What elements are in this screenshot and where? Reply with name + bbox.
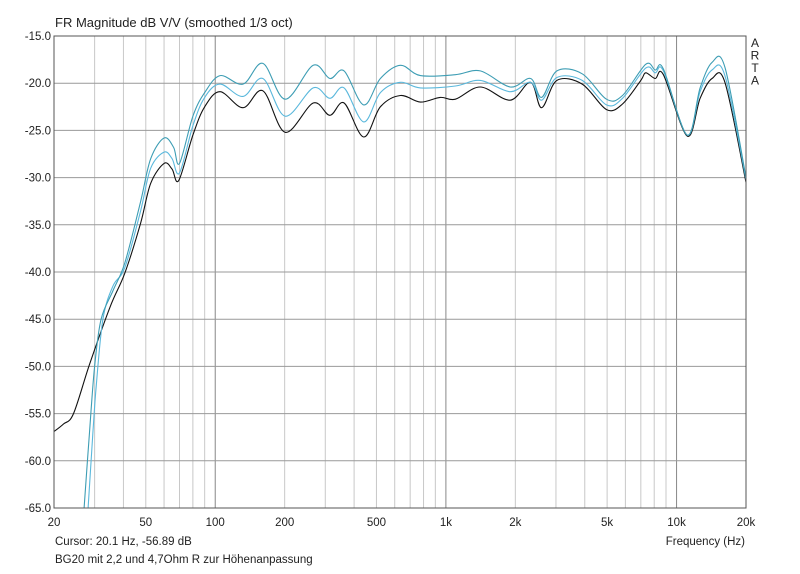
watermark-letter: A — [751, 74, 759, 88]
chart-caption: BG20 mit 2,2 und 4,7Ohm R zur Höhenanpas… — [55, 554, 313, 566]
y-tick-label: -35.0 — [25, 220, 51, 232]
series-line-measurement-black — [54, 70, 746, 432]
chart-title: FR Magnitude dB V/V (smoothed 1/3 oct) — [55, 15, 293, 30]
y-tick-label: -50.0 — [25, 361, 51, 373]
x-tick-label: 2k — [509, 517, 521, 529]
watermark-letter: T — [751, 61, 759, 75]
x-axis-label: Frequency (Hz) — [666, 536, 745, 548]
y-tick-label: -15.0 — [25, 31, 51, 43]
x-tick-label: 20 — [48, 517, 61, 529]
y-tick-label: -40.0 — [25, 267, 51, 279]
curves — [54, 55, 746, 508]
y-tick-label: -20.0 — [25, 78, 51, 90]
y-tick-label: -55.0 — [25, 409, 51, 421]
x-axis: 20 50 100 200 500 1k 2k 5k 10k 20k — [48, 517, 756, 529]
x-tick-label: 5k — [601, 517, 613, 529]
cursor-readout: Cursor: 20.1 Hz, -56.89 dB — [55, 536, 192, 548]
y-tick-label: -30.0 — [25, 173, 51, 185]
x-tick-label: 1k — [440, 517, 452, 529]
y-tick-label: -45.0 — [25, 314, 51, 326]
y-axis: -15.0 -20.0 -25.0 -30.0 -35.0 -40.0 -45.0 -50.0… — [25, 31, 51, 515]
x-tick-label: 100 — [206, 517, 225, 529]
y-tick-label: -25.0 — [25, 125, 51, 137]
series-line-measurement-light-blue — [87, 64, 746, 508]
x-tick-label: 200 — [275, 517, 294, 529]
y-tick-label: -60.0 — [25, 456, 51, 468]
series-line-measurement-teal — [83, 55, 746, 508]
x-tick-label: 20k — [737, 517, 756, 529]
watermark-letter: R — [751, 49, 760, 63]
grid — [54, 35, 747, 509]
x-tick-label: 50 — [139, 517, 152, 529]
x-tick-label: 500 — [367, 517, 386, 529]
watermark-letter: A — [751, 36, 759, 50]
x-tick-label: 10k — [667, 517, 686, 529]
plot-frame — [53, 35, 747, 509]
y-tick-label: -65.0 — [25, 503, 51, 515]
